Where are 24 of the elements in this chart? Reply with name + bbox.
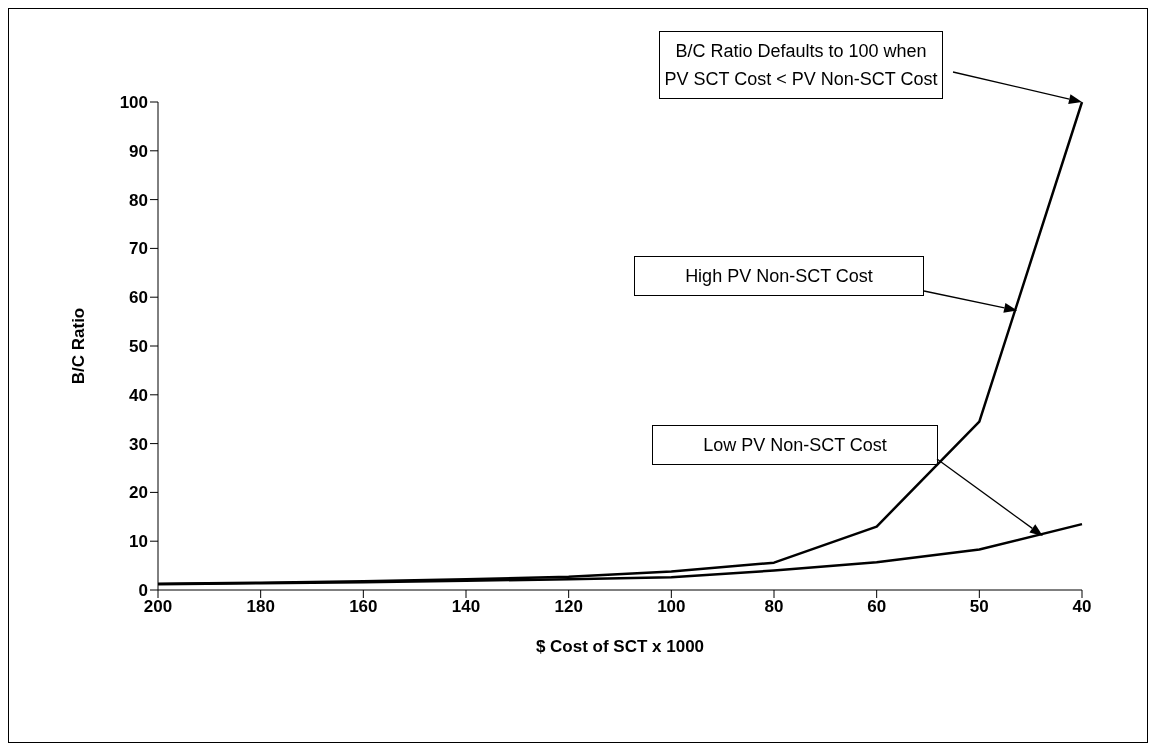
callout-box: High PV Non-SCT Cost — [634, 256, 924, 296]
x-tick-label: 50 — [969, 597, 989, 617]
callout-box: Low PV Non-SCT Cost — [652, 425, 938, 465]
x-tick-label: 60 — [867, 597, 887, 617]
x-tick-label: 120 — [554, 597, 583, 617]
x-axis-title: $ Cost of SCT x 1000 — [535, 637, 705, 656]
y-tick-label: 10 — [129, 532, 148, 552]
y-tick-label: 70 — [129, 239, 148, 259]
y-tick-label: 40 — [129, 385, 148, 405]
x-tick-label: 140 — [451, 597, 481, 617]
y-tick-label: 20 — [129, 483, 148, 503]
x-tick-label: 160 — [349, 597, 378, 617]
y-tick-label: 60 — [129, 288, 148, 308]
y-axis-title: B/C Ratio — [69, 307, 89, 385]
y-tick-label: 100 — [119, 93, 148, 113]
y-tick-label: 50 — [129, 337, 148, 357]
callout-box: B/C Ratio Defaults to 100 when PV SCT Cost < PV Non-SCT Cost — [659, 31, 943, 99]
y-tick-label: 80 — [129, 190, 148, 210]
x-tick-label: 40 — [1072, 597, 1092, 617]
x-tick-label: 180 — [246, 597, 275, 617]
x-tick-label: 80 — [764, 597, 784, 617]
x-tick-label: 100 — [657, 597, 686, 617]
y-tick-label: 90 — [129, 141, 148, 161]
y-tick-label: 30 — [129, 434, 148, 454]
